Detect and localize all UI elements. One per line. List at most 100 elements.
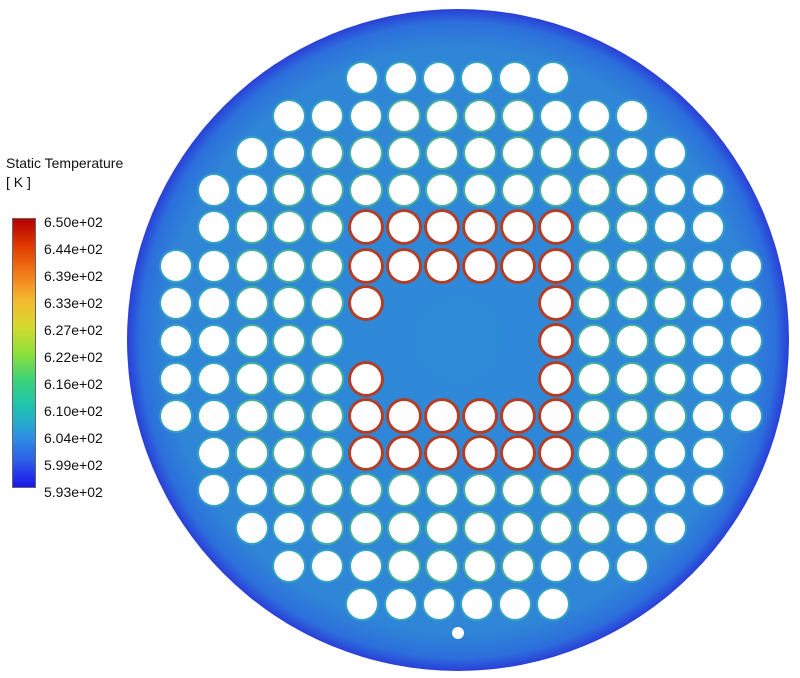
tube-hole <box>655 364 685 394</box>
tube-hole <box>579 101 609 131</box>
tube-hole <box>655 513 685 543</box>
tube-hole <box>541 101 571 131</box>
tube-hole <box>274 401 304 431</box>
tube-hole <box>237 438 267 468</box>
tube-hole <box>274 101 304 131</box>
tube-hole <box>161 364 191 394</box>
tube-hole <box>351 438 381 468</box>
tube-hole <box>655 212 685 242</box>
tube-hole <box>237 212 267 242</box>
tube-hole <box>427 175 457 205</box>
tube-hole <box>617 551 647 581</box>
tube-hole <box>731 401 761 431</box>
tube-hole <box>541 475 571 505</box>
tube-hole <box>693 288 723 318</box>
tube-hole <box>538 63 568 93</box>
legend-tick-label: 6.50e+02 <box>44 214 103 230</box>
tube-hole <box>500 589 530 619</box>
tube-hole <box>655 475 685 505</box>
tube-hole <box>465 138 495 168</box>
tube-hole <box>389 101 419 131</box>
tube-hole <box>503 251 533 281</box>
tube-hole <box>541 212 571 242</box>
tube-hole <box>541 175 571 205</box>
tube-hole <box>655 326 685 356</box>
tube-hole <box>274 175 304 205</box>
tube-hole <box>389 475 419 505</box>
tube-hole <box>541 513 571 543</box>
tube-hole <box>199 212 229 242</box>
tube-hole <box>693 212 723 242</box>
tube-hole <box>617 212 647 242</box>
tube-hole <box>541 326 571 356</box>
tube-hole <box>465 513 495 543</box>
legend-tick-label: 6.44e+02 <box>44 241 103 257</box>
tube-hole <box>274 251 304 281</box>
tube-hole <box>617 475 647 505</box>
tube-hole <box>462 63 492 93</box>
tube-hole <box>274 326 304 356</box>
tube-hole <box>655 175 685 205</box>
tube-hole <box>579 364 609 394</box>
tube-hole <box>427 475 457 505</box>
tube-hole <box>465 212 495 242</box>
tube-hole <box>579 288 609 318</box>
tube-hole <box>389 401 419 431</box>
tube-hole <box>617 513 647 543</box>
tube-hole <box>351 475 381 505</box>
tube-hole <box>579 401 609 431</box>
tube-hole <box>351 251 381 281</box>
tube-hole <box>274 475 304 505</box>
tube-hole <box>312 326 342 356</box>
tube-hole <box>465 175 495 205</box>
legend-tick-label: 6.16e+02 <box>44 376 103 392</box>
tube-hole <box>237 288 267 318</box>
tube-hole <box>237 326 267 356</box>
legend-tick-label: 6.04e+02 <box>44 430 103 446</box>
tube-hole <box>503 475 533 505</box>
tube-hole <box>351 513 381 543</box>
tube-hole <box>465 251 495 281</box>
tube-hole <box>731 251 761 281</box>
tube-hole <box>617 138 647 168</box>
tube-hole <box>579 326 609 356</box>
tube-hole <box>161 401 191 431</box>
tube-hole <box>655 401 685 431</box>
tube-hole <box>503 513 533 543</box>
tube-hole <box>693 438 723 468</box>
tube-hole <box>351 401 381 431</box>
tube-hole <box>386 589 416 619</box>
tube-hole <box>465 438 495 468</box>
tube-hole <box>237 513 267 543</box>
tube-hole <box>274 438 304 468</box>
tube-hole <box>237 138 267 168</box>
tube-hole <box>693 401 723 431</box>
tube-hole <box>579 475 609 505</box>
tube-hole <box>541 138 571 168</box>
tube-hole <box>312 475 342 505</box>
tube-hole <box>312 101 342 131</box>
tube-hole <box>579 551 609 581</box>
tube-hole <box>617 175 647 205</box>
tube-hole <box>199 251 229 281</box>
tube-hole <box>312 212 342 242</box>
tube-hole <box>503 101 533 131</box>
tube-hole <box>199 401 229 431</box>
tube-hole <box>617 401 647 431</box>
tube-hole <box>617 364 647 394</box>
tube-hole <box>389 212 419 242</box>
tube-hole <box>500 63 530 93</box>
tube-hole <box>274 551 304 581</box>
tube-hole <box>503 401 533 431</box>
legend-quantity: Static Temperature <box>6 155 124 171</box>
tube-hole <box>199 438 229 468</box>
tube-hole <box>579 138 609 168</box>
tube-hole <box>693 364 723 394</box>
tube-hole <box>312 513 342 543</box>
tube-hole <box>427 101 457 131</box>
tube-hole <box>465 475 495 505</box>
tube-hole <box>693 251 723 281</box>
tube-hole <box>161 326 191 356</box>
tube-hole <box>312 551 342 581</box>
tube-hole <box>579 438 609 468</box>
